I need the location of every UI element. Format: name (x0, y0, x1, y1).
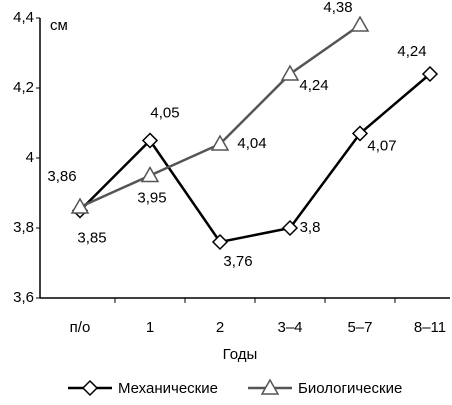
data-label: 3,76 (223, 253, 252, 270)
marker-diamond (421, 65, 439, 83)
marker-triangle (280, 64, 300, 81)
marker-diamond (81, 379, 99, 397)
y-tick-label: 4,4 (13, 9, 34, 26)
x-tick-label: 3–4 (277, 319, 302, 336)
marker-triangle (140, 165, 160, 183)
data-label: 4,24 (397, 43, 426, 60)
y-tick-label: 4,2 (13, 79, 34, 96)
series-line (79, 23, 361, 209)
marker-triangle (210, 134, 230, 151)
legend-label: Механические (118, 380, 218, 397)
data-label: 4,05 (150, 104, 179, 121)
marker-diamond (211, 233, 229, 251)
marker-triangle (70, 197, 90, 214)
x-tick-label: 8–11 (414, 319, 446, 336)
x-tick-label: 1 (146, 319, 154, 336)
x-tick-label: 2 (216, 319, 224, 336)
data-label: 3,95 (137, 189, 166, 206)
legend-label: Биологические (298, 380, 402, 397)
data-label: 4,07 (367, 137, 396, 154)
marker-diamond (281, 219, 299, 237)
data-label: 3,8 (300, 219, 321, 236)
data-label: 3,85 (77, 229, 106, 246)
x-tick-label: п/о (70, 319, 91, 336)
data-label: 4,24 (299, 77, 328, 94)
y-tick-label: 4 (26, 149, 34, 166)
y-tick-label: 3,8 (13, 219, 34, 236)
data-label: 4,38 (323, 0, 352, 16)
marker-diamond (141, 132, 159, 149)
marker-diamond (351, 125, 369, 142)
data-label: 3,86 (47, 168, 76, 185)
marker-triangle (350, 15, 370, 32)
data-label: 4,04 (237, 135, 266, 152)
x-axis-label: Годы (223, 346, 258, 363)
marker-triangle (260, 378, 280, 395)
y-axis-label: см (50, 17, 68, 34)
x-tick-label: 5–7 (347, 319, 372, 336)
y-tick-label: 3,6 (13, 289, 34, 306)
series-line (79, 73, 431, 244)
